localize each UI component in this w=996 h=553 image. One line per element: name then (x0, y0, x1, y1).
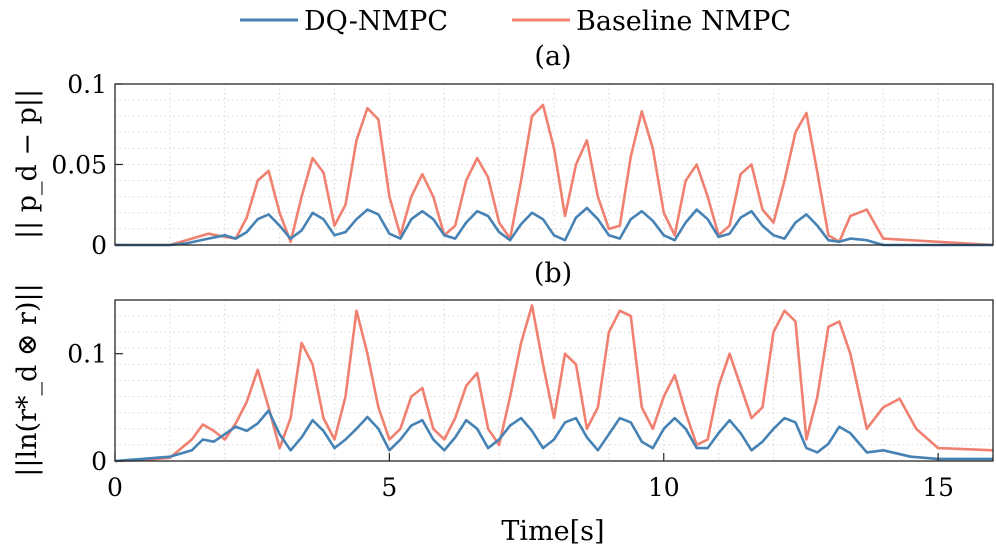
y-tick-label: 0 (91, 447, 107, 476)
y-tick-label: 0.05 (51, 151, 107, 180)
panel-b-y-ticks: 00.1 (67, 340, 123, 476)
y-tick-label: 0 (91, 231, 107, 260)
x-tick-label: 10 (648, 473, 680, 502)
legend-label-dq-nmpc: DQ-NMPC (304, 6, 448, 37)
panel-a-subtitle: (a) (534, 41, 571, 72)
y-tick-label: 0.1 (67, 70, 107, 99)
panel-a-series (115, 103, 994, 247)
series-line-dq-nmpc (114, 409, 993, 463)
series-line-dq-nmpc (115, 206, 993, 247)
panel-b-frame (114, 299, 994, 462)
panel-a-grid (114, 83, 994, 246)
panel-b-subtitle: (b) (534, 258, 572, 289)
x-tick-label: 0 (107, 473, 123, 502)
panel-a: (a) 0 0.05 0.1 || p_d − p|| (12, 41, 994, 260)
panel-b-x-ticks: 0 5 10 15 (107, 453, 954, 502)
panel-b-grid (114, 299, 994, 462)
x-tick-label: 15 (922, 473, 954, 502)
series-line-baseline-nmpc (114, 304, 994, 463)
panel-b: (b) 00.1 0 5 10 15 ||ln(r*_d ⊗ r)|| Time[s] (12, 258, 994, 547)
legend-label-baseline-nmpc: Baseline NMPC (576, 6, 791, 37)
x-tick-label: 5 (381, 473, 397, 502)
panel-a-ylabel: || p_d − p|| (12, 89, 43, 239)
y-tick-label: 0.1 (67, 340, 107, 369)
legend: DQ-NMPC Baseline NMPC (240, 6, 791, 37)
panel-b-ylabel: ||ln(r*_d ⊗ r)|| (12, 283, 43, 476)
series-line-baseline-nmpc (115, 103, 994, 247)
panel-b-series (114, 304, 994, 463)
x-axis-label: Time[s] (501, 516, 604, 547)
panel-a-y-ticks: 0 0.05 0.1 (51, 70, 123, 260)
